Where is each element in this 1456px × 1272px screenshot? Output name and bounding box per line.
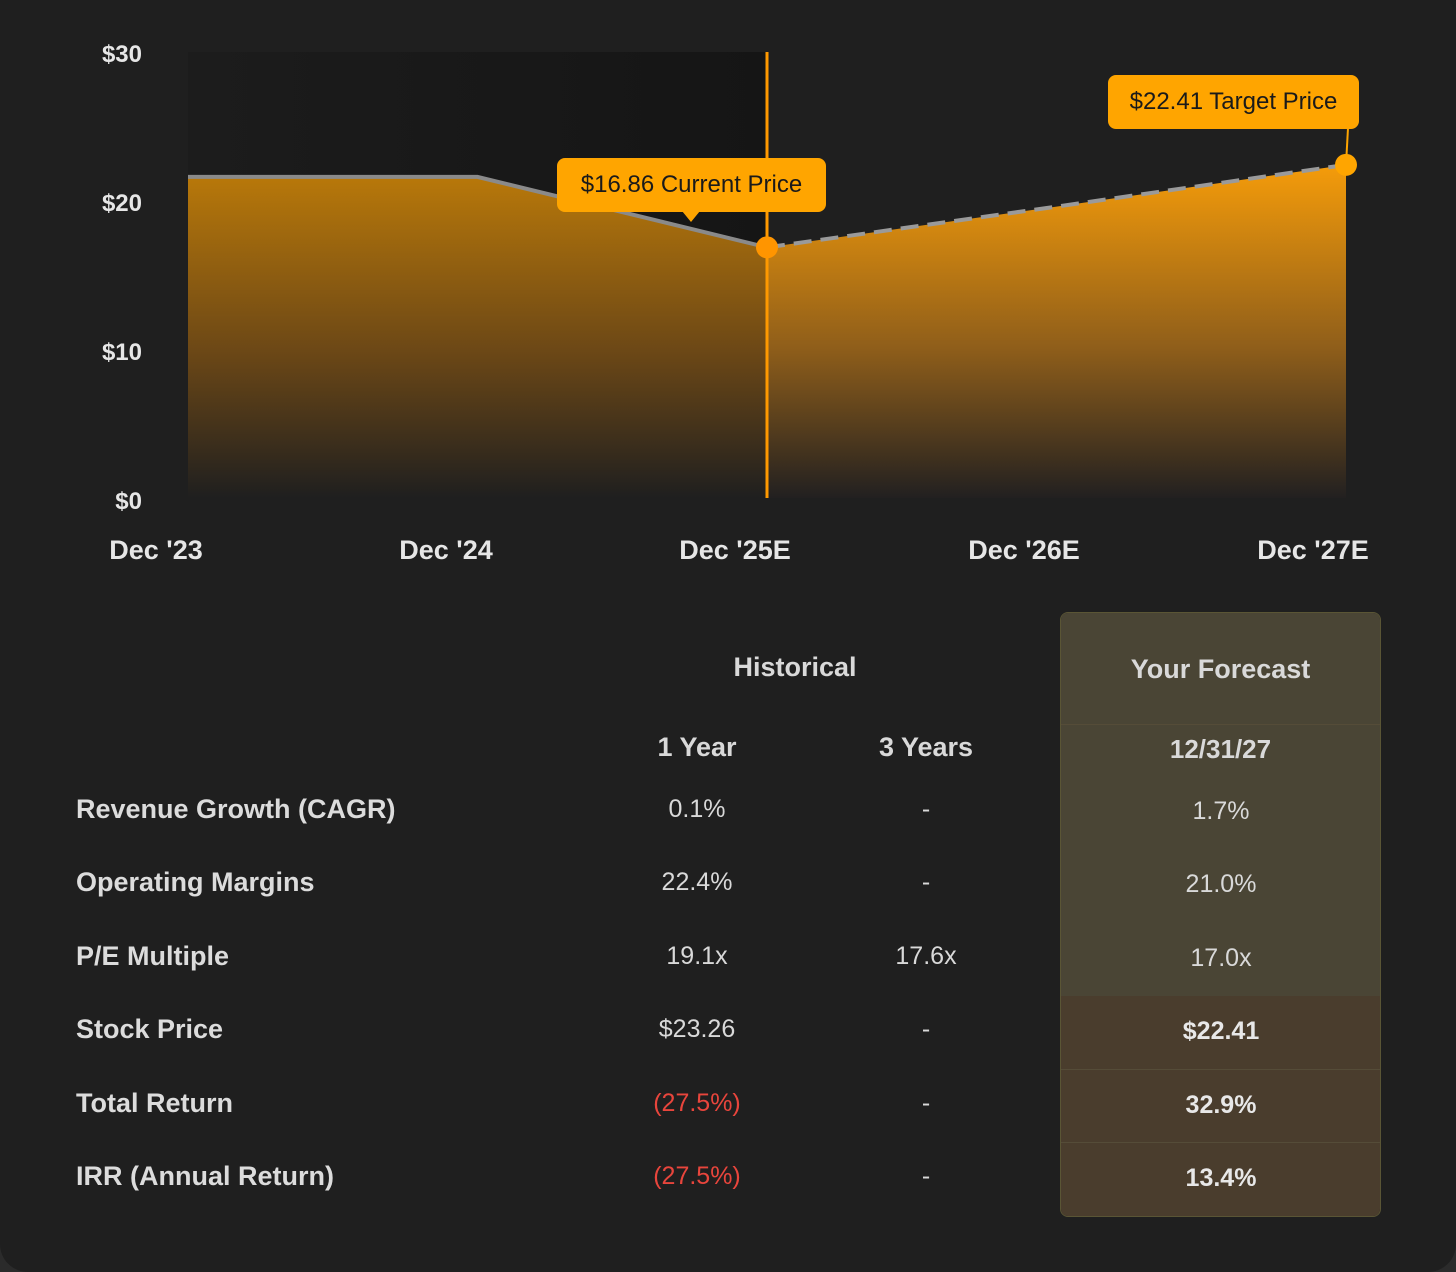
x-tick-label: Dec '27E [1257, 535, 1369, 565]
y-tick-label: $10 [101, 339, 142, 366]
row-label: P/E Multiple [76, 941, 230, 971]
cell-1-year: 0.1% [668, 795, 726, 823]
column-header-1-year: 1 Year [657, 732, 737, 762]
target-price-point[interactable] [1335, 153, 1357, 176]
cell-forecast: 1.7% [1192, 797, 1250, 825]
cell-3-years: 17.6x [895, 942, 957, 970]
forecast-panel [1060, 612, 1381, 1217]
cell-3-years: - [921, 868, 931, 896]
cell-3-years: - [921, 1089, 931, 1117]
price-chart [188, 52, 1357, 498]
cell-3-years: - [921, 1162, 931, 1190]
target-price-callout: $22.41 Target Price [1108, 75, 1359, 129]
column-header-forecast-date: 12/31/27 [1169, 734, 1272, 764]
divider [1061, 1069, 1380, 1070]
cell-3-years: - [921, 795, 931, 823]
y-tick-label: $30 [101, 41, 142, 68]
x-tick-label: Dec '25E [679, 535, 791, 565]
current-price-callout: $16.86 Current Price [557, 158, 826, 222]
cell-1-year: (27.5%) [653, 1162, 741, 1190]
y-tick-label: $20 [101, 190, 142, 217]
divider [1061, 724, 1380, 725]
cell-forecast: 32.9% [1185, 1091, 1257, 1119]
historical-price-line [188, 174, 768, 250]
cell-1-year: (27.5%) [653, 1089, 741, 1117]
cell-forecast: 21.0% [1185, 870, 1257, 898]
forecast-panel-lower [1061, 996, 1380, 1216]
y-tick-label: $0 [115, 488, 142, 515]
historical-header: Historical [733, 652, 857, 682]
row-label: Revenue Growth (CAGR) [76, 794, 396, 824]
divider [1061, 1142, 1380, 1143]
cell-forecast: $22.41 [1182, 1017, 1260, 1045]
row-label: Total Return [76, 1088, 233, 1118]
current-price-point[interactable] [756, 236, 778, 259]
x-tick-label: Dec '26E [968, 535, 1080, 565]
cell-1-year: 19.1x [666, 942, 728, 970]
cell-3-years: - [921, 1015, 931, 1043]
x-tick-label: Dec '24 [399, 535, 493, 565]
row-label: Stock Price [76, 1014, 224, 1044]
cell-1-year: 22.4% [661, 868, 733, 896]
cell-1-year: $23.26 [658, 1015, 736, 1043]
column-header-3-years: 3 Years [878, 732, 974, 762]
forecast-price-line [766, 162, 1347, 250]
x-tick-label: Dec '23 [109, 535, 203, 565]
cell-forecast: 17.0x [1190, 944, 1252, 972]
row-label: IRR (Annual Return) [76, 1161, 334, 1191]
forecast-area [767, 164, 1346, 498]
forecast-panel-upper [1061, 613, 1380, 996]
cell-forecast: 13.4% [1185, 1164, 1257, 1192]
forecast-header: Your Forecast [1130, 654, 1311, 684]
row-label: Operating Margins [76, 867, 315, 897]
historical-area [188, 176, 767, 498]
